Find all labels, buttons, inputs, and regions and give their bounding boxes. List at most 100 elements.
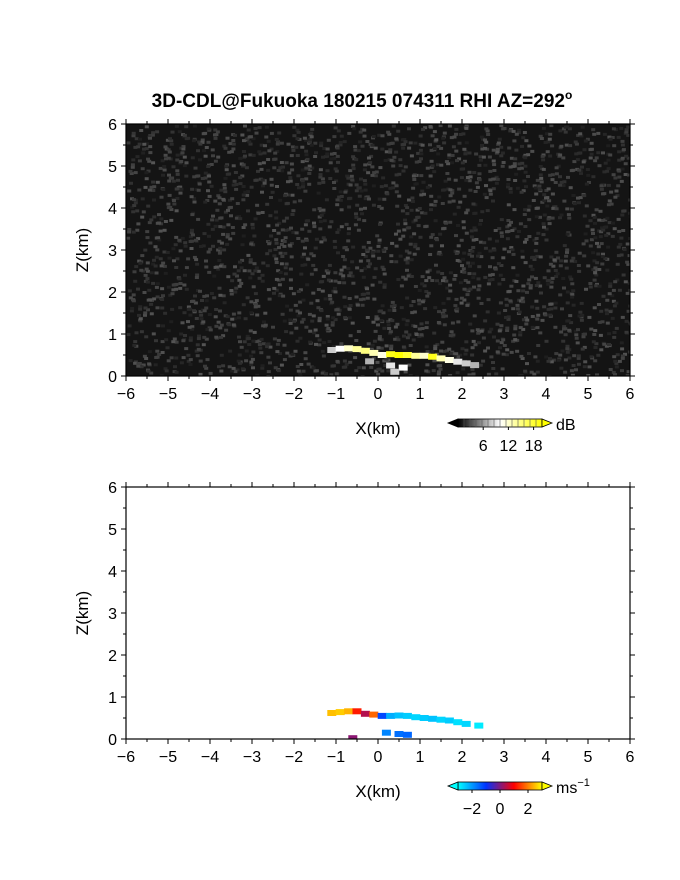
echo-cell <box>398 364 408 371</box>
echo-cell <box>352 346 362 353</box>
echo-cell <box>348 735 358 739</box>
x-tick-label: 5 <box>584 386 593 403</box>
y-tick-label: 6 <box>108 117 117 134</box>
plot-area <box>126 487 630 739</box>
colorbar-tick-label: 0 <box>496 801 505 818</box>
x-tick-label: −5 <box>159 749 177 766</box>
y-tick-label: 5 <box>108 522 117 539</box>
echo-cell <box>365 358 375 365</box>
y-tick-label: 2 <box>108 648 117 665</box>
y-tick-label: 3 <box>108 606 117 623</box>
echo-cell <box>474 722 484 729</box>
y-tick-label: 0 <box>108 732 117 749</box>
x-tick-label: −6 <box>117 386 135 403</box>
colorbar: ms−1 −2 0 2 <box>446 777 590 818</box>
x-axis-label: X(km) <box>355 419 400 438</box>
colorbar-low-triangle <box>446 418 459 428</box>
y-axis-label: Z(km) <box>73 228 92 272</box>
echo-cell <box>386 362 396 369</box>
echo-cell <box>419 352 429 359</box>
x-tick-label: 0 <box>374 749 383 766</box>
y-tick-label: 1 <box>108 327 117 344</box>
x-tick-label: 2 <box>458 749 467 766</box>
plot-area <box>126 124 630 376</box>
x-tick-label: 4 <box>542 386 551 403</box>
colorbar-tick-label: 2 <box>524 801 533 818</box>
colorbar-tick-label: 12 <box>500 438 518 455</box>
y-tick-label: 1 <box>108 690 117 707</box>
echo-cell <box>436 355 446 362</box>
colorbar-high-triangle <box>541 418 554 428</box>
echo-cell <box>390 368 400 375</box>
echo-cell <box>411 714 421 721</box>
colorbar-tick-label: −2 <box>463 801 481 818</box>
x-tick-label: −4 <box>201 749 219 766</box>
echo-cell <box>344 708 354 715</box>
echo-cell <box>386 712 396 719</box>
y-tick-label: 4 <box>108 564 117 581</box>
x-tick-label: 6 <box>626 749 635 766</box>
x-tick-label: −5 <box>159 386 177 403</box>
y-tick-label: 2 <box>108 285 117 302</box>
echo-cell <box>428 715 438 722</box>
echo-cell <box>360 710 370 717</box>
echo-cell <box>377 352 387 358</box>
x-tick-label: −2 <box>285 749 303 766</box>
echo-cell <box>327 347 337 353</box>
x-tick-label: 1 <box>416 749 425 766</box>
doppler-panel: −6 −5 −4 −3 −2 −1 0 1 2 3 4 5 6 0 1 2 3 4 5 6 X(km) Z(km) ms−1… <box>73 480 635 818</box>
x-tick-label: 3 <box>500 749 509 766</box>
colorbar-tick-label: 18 <box>525 438 543 455</box>
echo-cell <box>377 712 387 719</box>
y-tick-label: 5 <box>108 159 117 176</box>
x-tick-label: −1 <box>327 386 345 403</box>
x-tick-label: −4 <box>201 386 219 403</box>
y-tick-label: 0 <box>108 369 117 386</box>
chart-title: 3D-CDL@Fukuoka 180215 074311 RHI AZ=292o <box>152 88 573 112</box>
echo-cell <box>444 357 454 363</box>
colorbar-tick-label: 6 <box>479 438 488 455</box>
y-tick-label: 3 <box>108 243 117 260</box>
echo-cell <box>360 347 370 354</box>
echo-cell <box>369 349 379 356</box>
x-tick-label: −3 <box>243 386 261 403</box>
plot-background <box>126 487 630 739</box>
x-tick-label: 5 <box>584 749 593 766</box>
x-tick-label: 2 <box>458 386 467 403</box>
colorbar-ramp <box>457 781 543 791</box>
echo-cell <box>352 708 362 715</box>
echo-cell <box>381 729 391 736</box>
x-tick-label: 4 <box>542 749 551 766</box>
echo-cell <box>394 712 404 719</box>
echo-cell <box>436 716 446 723</box>
x-tick-label: 3 <box>500 386 509 403</box>
y-tick-label: 6 <box>108 480 117 497</box>
echo-cell <box>428 353 438 360</box>
echo-cell <box>369 711 379 718</box>
echo-cell <box>411 352 421 359</box>
echo-cell <box>394 352 404 358</box>
echo-cell <box>344 345 354 352</box>
y-axis-label: Z(km) <box>73 591 92 635</box>
echo-cell <box>386 351 396 358</box>
echo-cell <box>394 731 404 737</box>
y-tick-label: 4 <box>108 201 117 218</box>
echo-cell <box>419 715 429 721</box>
colorbar-low-triangle <box>446 781 459 791</box>
x-tick-label: −2 <box>285 386 303 403</box>
x-tick-label: 0 <box>374 386 383 403</box>
echo-cell <box>453 358 463 365</box>
echo-cell <box>444 717 454 724</box>
noise-speckle <box>126 124 630 376</box>
echo-cell <box>335 709 345 716</box>
colorbar-unit: ms−1 <box>556 777 590 797</box>
colorbar: dB 6 12 18 <box>446 417 576 455</box>
echo-cell <box>461 720 471 727</box>
x-tick-label: −3 <box>243 749 261 766</box>
x-tick-label: −6 <box>117 749 135 766</box>
x-tick-label: 6 <box>626 386 635 403</box>
x-axis-label: X(km) <box>355 782 400 801</box>
colorbar-unit: dB <box>556 417 576 434</box>
echo-cell <box>402 352 412 358</box>
